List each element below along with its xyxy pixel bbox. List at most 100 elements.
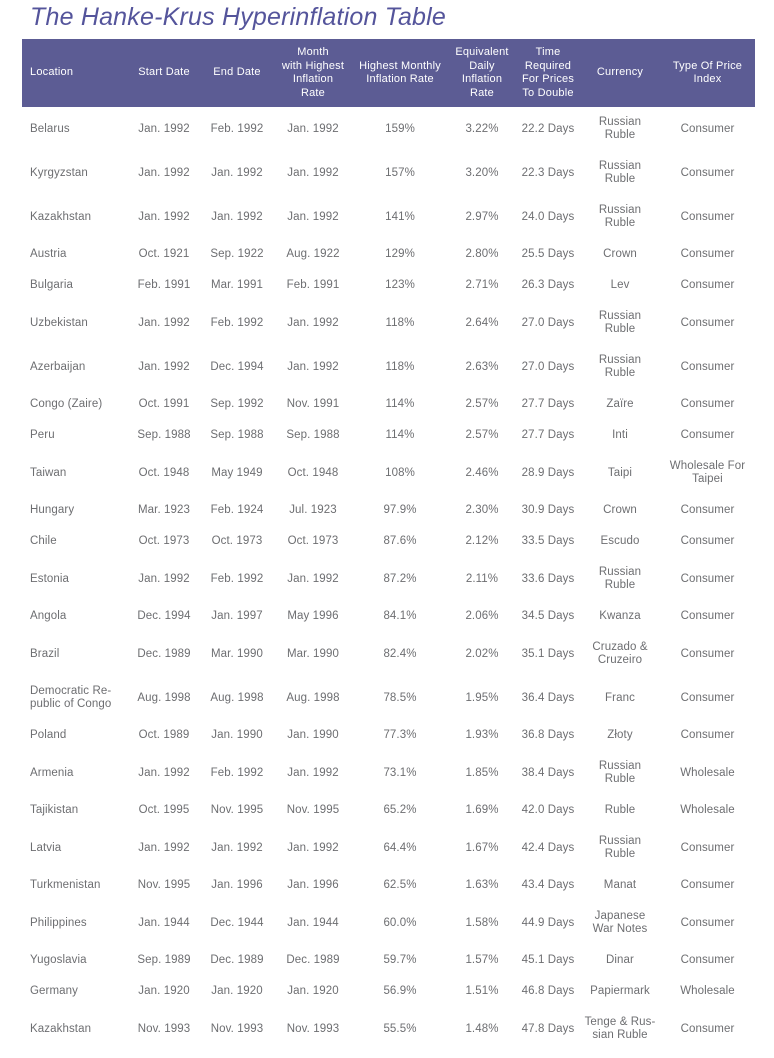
- cell-equivalent_daily_rate: 1.48%: [465, 1022, 499, 1035]
- cell-price_index_type: Wholesale: [680, 985, 735, 997]
- column-header-equivalent_daily_rate: Equivalent Daily Inflation Rate: [448, 39, 516, 107]
- column-header-highest_monthly_rate: Highest Monthly Inflation Rate: [352, 39, 448, 107]
- cell-currency: Russian Ruble: [598, 835, 642, 860]
- cell-highest_monthly_rate: 129%: [385, 248, 415, 260]
- cell-peak_month: Aug. 1922: [286, 248, 340, 260]
- cell-highest_monthly_rate: 56.9%: [383, 985, 417, 997]
- cell-highest_monthly_rate: 62.5%: [383, 879, 417, 891]
- cell-price_index_type: Consumer: [680, 248, 735, 260]
- cell-peak_month: Jan. 1992: [287, 360, 339, 373]
- cell-end_date: Nov. 1993: [210, 1022, 264, 1035]
- cell-time_to_double: 48.8 Days: [516, 1051, 580, 1058]
- cell-currency: Japanese War Notes: [592, 910, 648, 935]
- table-row: Democratic Re- public of Congo Aug. 1998 A…: [22, 676, 755, 720]
- cell-end_date: Sep. 1988: [210, 429, 264, 441]
- cell-end_date: Sep. 1922: [210, 248, 264, 260]
- cell-currency: Tenge & Rus- sian Ruble: [584, 1016, 656, 1041]
- cell-start_date: Aug. 1998: [137, 691, 191, 704]
- cell-peak_month: Jan. 1992: [287, 316, 339, 329]
- cell-start_date: Oct. 1995: [138, 804, 190, 816]
- cell-time_to_double: 36.4 Days: [521, 691, 575, 704]
- cell-location: Philippines: [30, 916, 87, 929]
- cell-end_date: Feb. 1992: [210, 316, 264, 329]
- cell-peak_month: May 1996: [287, 610, 339, 622]
- table-row: Armenia Jan. 1992 Feb. 1992 Jan. 1992 73.1% 1…: [22, 751, 755, 795]
- cell-price_index_type: Consumer: [680, 360, 735, 373]
- cell-peak_month: Oct. 1948: [287, 466, 339, 479]
- cell-highest_monthly_rate: 97.9%: [383, 504, 417, 516]
- cell-time_to_double: 42.4 Days: [521, 841, 575, 854]
- cell-location: Lithuania: [22, 1051, 128, 1058]
- table-row: Latvia Jan. 1992 Jan. 1992 Jan. 1992 64.4% 1.…: [22, 826, 755, 870]
- cell-highest_monthly_rate: 73.1%: [383, 766, 417, 779]
- cell-highest_monthly_rate: 82.4%: [383, 647, 417, 660]
- table-header-row: Location Start Date End Date Month with Hig…: [22, 39, 755, 107]
- cell-time_to_double: 22.2 Days: [521, 122, 575, 135]
- cell-start_date: Oct. 1921: [138, 248, 190, 260]
- cell-location: Poland: [30, 729, 67, 741]
- cell-end_date: Jan. 1992: [211, 166, 263, 179]
- cell-equivalent_daily_rate: 2.46%: [465, 466, 499, 479]
- column-header-time_to_double: Time Required For Prices To Double: [516, 39, 580, 107]
- cell-highest_monthly_rate: 141%: [385, 210, 415, 223]
- cell-time_to_double: 45.1 Days: [521, 954, 575, 966]
- table-row: Kazakhstan Nov. 1993 Nov. 1993 Nov. 1993 55.…: [22, 1007, 755, 1051]
- cell-peak_month: Nov. 1991: [286, 398, 340, 410]
- cell-end_date: Mar. 1990: [210, 647, 264, 660]
- column-header-location: Location: [22, 39, 128, 107]
- cell-price_index_type: Consumer: [680, 916, 735, 929]
- table-row: Turkmenistan Nov. 1995 Jan. 1996 Jan. 1996 6…: [22, 870, 755, 901]
- cell-time_to_double: 44.9 Days: [521, 916, 575, 929]
- cell-end_date: Aug. 1998: [210, 691, 264, 704]
- cell-highest_monthly_rate: 114%: [385, 429, 415, 441]
- cell-equivalent_daily_rate: 1.45%: [448, 1051, 516, 1058]
- cell-location: Tajikistan: [30, 804, 79, 816]
- hyperinflation-table: Location Start Date End Date Month with Hig…: [22, 39, 755, 1058]
- cell-currency: Manat: [603, 879, 637, 891]
- cell-end_date: Jan. 1992: [200, 1051, 274, 1058]
- cell-start_date: Dec. 1989: [137, 647, 191, 660]
- cell-start_date: Nov. 1993: [137, 1022, 191, 1035]
- cell-time_to_double: 26.3 Days: [521, 279, 575, 291]
- cell-peak_month: Mar. 1990: [286, 647, 340, 660]
- cell-location: Germany: [30, 985, 78, 997]
- cell-end_date: Feb. 1992: [210, 766, 264, 779]
- cell-start_date: Jan. 1992: [138, 572, 190, 585]
- column-header-price_index_type: Type Of Price Index: [660, 39, 755, 107]
- cell-equivalent_daily_rate: 2.30%: [465, 504, 499, 516]
- cell-peak_month: Nov. 1995: [286, 804, 340, 816]
- cell-peak_month: Jul. 1923: [289, 504, 337, 516]
- cell-start_date: Jan. 1992: [138, 210, 190, 223]
- cell-price_index_type: Consumer: [680, 610, 735, 622]
- cell-currency: Złoty: [607, 729, 633, 741]
- cell-end_date: Feb. 1992: [210, 122, 264, 135]
- cell-start_date: Jan. 1992: [138, 122, 190, 135]
- cell-location: Turkmenistan: [30, 879, 101, 891]
- cell-peak_month: Aug. 1998: [286, 691, 340, 704]
- cell-equivalent_daily_rate: 1.85%: [465, 766, 499, 779]
- cell-price_index_type: Consumer: [680, 879, 735, 891]
- cell-location: Austria: [30, 248, 67, 260]
- cell-start_date: Jan. 1992: [138, 360, 190, 373]
- table-row: Taiwan Oct. 1948 May 1949 Oct. 1948 108% 2.46…: [22, 451, 755, 495]
- table-row: Hungary Mar. 1923 Feb. 1924 Jul. 1923 97.9% 2…: [22, 495, 755, 526]
- cell-peak_month: Jan. 1992: [287, 841, 339, 854]
- cell-peak_month: Jan. 1996: [287, 879, 339, 891]
- cell-time_to_double: 34.5 Days: [521, 610, 575, 622]
- table-row: Tajikistan Oct. 1995 Nov. 1995 Nov. 1995 65.…: [22, 795, 755, 826]
- cell-time_to_double: 27.0 Days: [521, 316, 575, 329]
- cell-time_to_double: 36.8 Days: [521, 729, 575, 741]
- cell-currency: Russian Ruble: [598, 310, 642, 335]
- cell-start_date: Dec. 1994: [137, 610, 191, 622]
- cell-peak_month: Dec. 1989: [286, 954, 340, 966]
- cell-location: Chile: [30, 535, 57, 547]
- cell-location: Peru: [30, 429, 55, 441]
- column-header-end_date: End Date: [200, 39, 274, 107]
- cell-peak_month: Jan. 1992: [274, 1051, 352, 1058]
- cell-equivalent_daily_rate: 1.51%: [465, 985, 499, 997]
- cell-location: Yugoslavia: [30, 954, 87, 966]
- cell-time_to_double: 38.4 Days: [521, 766, 575, 779]
- cell-peak_month: Oct. 1973: [287, 535, 339, 547]
- cell-equivalent_daily_rate: 1.69%: [465, 804, 499, 816]
- cell-price_index_type: Consumer: [680, 691, 735, 704]
